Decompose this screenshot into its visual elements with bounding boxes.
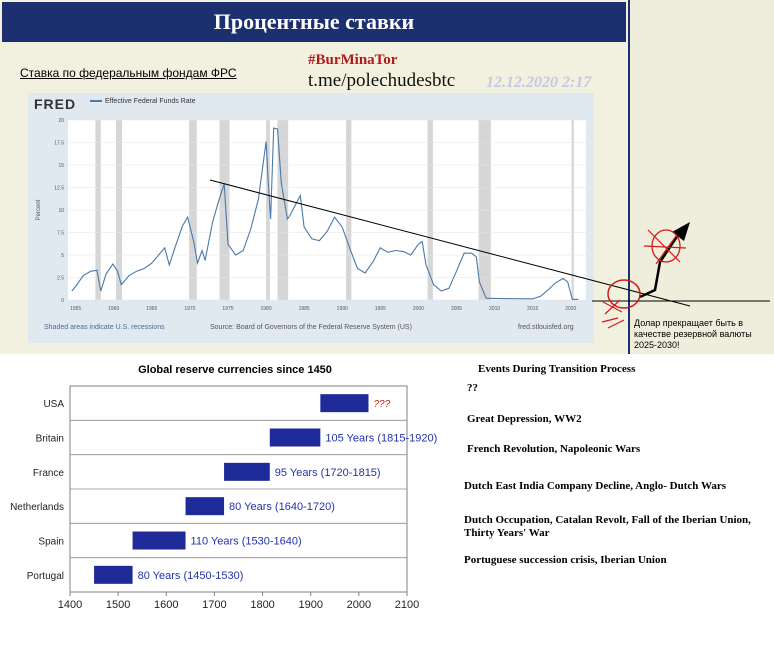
category-label: USA <box>43 399 64 410</box>
reserve-plot: 1400 1500 1600 1700 1800 1900 2000 2100 Portugal… <box>10 385 437 611</box>
legend-swatch <box>90 100 102 103</box>
event-item: Dutch Occupation, Catalan Revolt, Fall o… <box>464 514 751 539</box>
timestamp: 12.12.2020 2:17 <box>486 74 592 91</box>
bar-data-label: ??? <box>373 399 390 410</box>
category-label: Britain <box>36 434 64 445</box>
event-item: Great Depression, WW2 <box>467 413 582 425</box>
x-tick-label: 2010 <box>489 306 500 312</box>
fred-legend: Effective Federal Funds Rate <box>90 98 196 105</box>
bar-usa <box>320 394 369 413</box>
x-tick-label: 2000 <box>413 306 424 312</box>
scribble-marks-low <box>601 299 625 329</box>
fed-chart-svg: 0 2.5 5 7.5 10 12.5 15 17.5 20 1955 1960 1965 1970 19… <box>36 118 770 329</box>
events-title: Events During Transition Process <box>478 363 636 375</box>
scribble-marks-high <box>643 229 687 265</box>
x-tick-label: 1990 <box>337 306 348 312</box>
x-tick-label: 1995 <box>375 306 386 312</box>
fred-url[interactable]: fred.stlouisfed.org <box>518 324 574 331</box>
bar-data-label: 80 Years (1450-1530) <box>138 570 244 582</box>
x-tick-label: 1900 <box>298 599 322 611</box>
bar-france <box>224 462 270 481</box>
recession-note: Shaded areas indicate U.S. recessions <box>44 324 165 331</box>
x-tick-label: 2015 <box>527 306 538 312</box>
category-label: Netherlands <box>10 502 64 513</box>
category-label: Spain <box>38 537 64 548</box>
x-tick-label: 1980 <box>260 306 271 312</box>
fed-rate-line <box>71 127 579 300</box>
reserve-currency-chart: Global reserve currencies since 1450 140… <box>10 364 437 611</box>
y-axis-label: Percent <box>36 199 42 220</box>
category-label: Portugal <box>27 571 64 582</box>
x-tick-label: 2020 <box>565 306 576 312</box>
x-tick-label: 1600 <box>154 599 178 611</box>
x-tick-label: 1975 <box>222 306 233 312</box>
y-tick-label: 15 <box>58 163 64 169</box>
dollar-note: Долар прекращает быть в качестве резервн… <box>634 318 752 350</box>
x-tick-label: 1800 <box>250 599 274 611</box>
x-tick-label: 1500 <box>106 599 130 611</box>
reserve-chart-title: Global reserve currencies since 1450 <box>138 364 332 376</box>
channel-link[interactable]: t.me/polechudesbtc <box>308 70 456 91</box>
x-tick-label: 2005 <box>451 306 462 312</box>
x-tick-label: 1400 <box>58 599 82 611</box>
x-tick-label: 2100 <box>395 599 419 611</box>
x-tick-label: 2000 <box>347 599 371 611</box>
y-tick-label: 2.5 <box>57 276 64 282</box>
x-tick-label: 1955 <box>70 306 81 312</box>
y-tick-label: 12.5 <box>54 186 64 192</box>
arrow-head-icon <box>672 222 690 241</box>
trend-line <box>209 179 691 307</box>
x-tick-label: 1960 <box>108 306 119 312</box>
category-label: France <box>33 468 65 479</box>
event-item: Dutch East India Company Decline, Anglo-… <box>464 480 726 492</box>
y-tick-label: 0 <box>61 298 64 304</box>
hashtag: #BurMinaTor <box>308 52 398 68</box>
bar-data-label: 95 Years (1720-1815) <box>275 467 381 479</box>
event-item: French Revolution, Napoleonic Wars <box>467 443 641 455</box>
bar-britain <box>269 428 321 447</box>
scribble-circle-low <box>607 279 641 309</box>
bar-spain <box>132 531 186 550</box>
bar-data-label: 105 Years (1815-1920) <box>325 433 437 445</box>
page-title: Процентные ставки <box>2 2 626 42</box>
y-tick-label: 5 <box>61 253 64 259</box>
bar-netherlands <box>185 497 225 516</box>
event-item: Portuguese succession crisis, Iberian Un… <box>464 554 667 566</box>
y-tick-label: 20 <box>58 118 64 124</box>
y-tick-label: 17.5 <box>54 141 64 147</box>
legend-label: Effective Federal Funds Rate <box>105 98 196 105</box>
source-note: Source: Board of Governors of the Federa… <box>210 324 412 331</box>
bar-portugal <box>94 565 133 584</box>
bar-data-label: 80 Years (1640-1720) <box>229 501 335 513</box>
x-tick-label: 1965 <box>146 306 157 312</box>
right-strip <box>630 0 774 354</box>
x-tick-label: 1970 <box>184 306 195 312</box>
y-tick-label: 10 <box>58 208 64 214</box>
bar-data-label: 110 Years (1530-1640) <box>191 536 302 548</box>
y-tick-label: 7.5 <box>57 231 64 237</box>
event-item: ?? <box>467 382 478 394</box>
x-tick-label: 1700 <box>202 599 226 611</box>
fed-funds-caption[interactable]: Ставка по федеральным фондам ФРС <box>20 66 237 80</box>
fred-plot: 0 2.5 5 7.5 10 12.5 15 17.5 20 1955 1960 1965 1970 19… <box>36 118 586 312</box>
x-tick-label: 1985 <box>299 306 310 312</box>
fred-logo: FRED <box>34 96 77 112</box>
